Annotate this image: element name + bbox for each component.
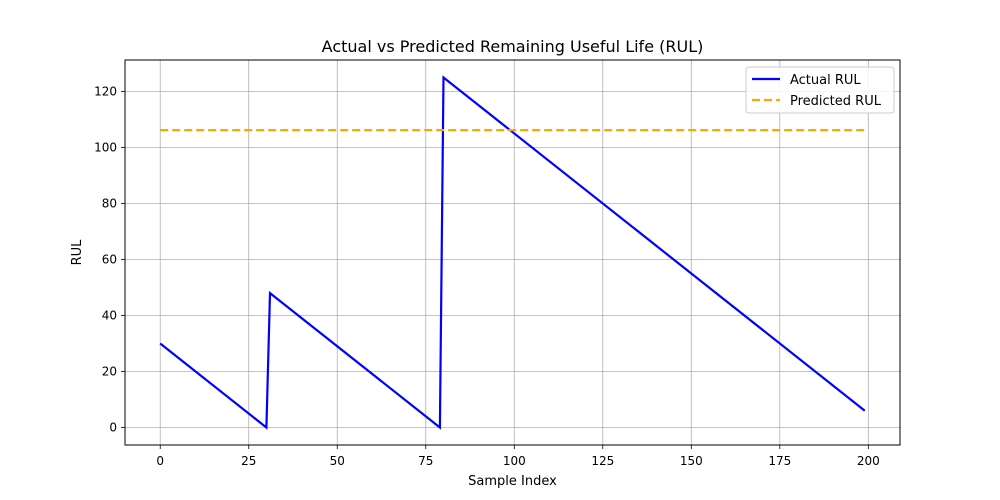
- y-tick-label: 60: [102, 253, 117, 267]
- x-tick-label: 125: [591, 454, 614, 468]
- chart-title: Actual vs Predicted Remaining Useful Lif…: [322, 37, 704, 56]
- y-tick-label: 0: [109, 421, 117, 435]
- x-tick-label: 50: [330, 454, 345, 468]
- y-axis-label: RUL: [70, 239, 85, 266]
- y-tick-label: 100: [94, 141, 117, 155]
- x-tick-label: 25: [241, 454, 256, 468]
- plot-area-frame: [124, 59, 901, 446]
- legend-label-predicted-rul: Predicted RUL: [790, 94, 882, 109]
- legend: Actual RUL Predicted RUL: [745, 66, 895, 114]
- x-axis-label: Sample Index: [468, 474, 557, 489]
- x-tick-label: 100: [503, 454, 526, 468]
- y-tick-label: 40: [102, 309, 117, 323]
- y-tick-label: 80: [102, 197, 117, 211]
- axis-ticks: 0 25 50 75 100 125 150 175 200 0 20 40 60 80 100 120: [94, 85, 880, 469]
- legend-label-actual-rul: Actual RUL: [790, 73, 861, 88]
- x-tick-label: 0: [156, 454, 164, 468]
- x-tick-label: 150: [680, 454, 703, 468]
- x-tick-label: 175: [768, 454, 791, 468]
- y-tick-label: 120: [94, 85, 117, 99]
- series-lines: [159, 75, 866, 430]
- y-tick-label: 20: [102, 365, 117, 379]
- legend-box: [745, 66, 895, 114]
- x-tick-label: 75: [418, 454, 433, 468]
- x-tick-label: 200: [857, 454, 880, 468]
- series-line-actual-rul: [159, 75, 866, 430]
- grid-lines: [125, 60, 900, 445]
